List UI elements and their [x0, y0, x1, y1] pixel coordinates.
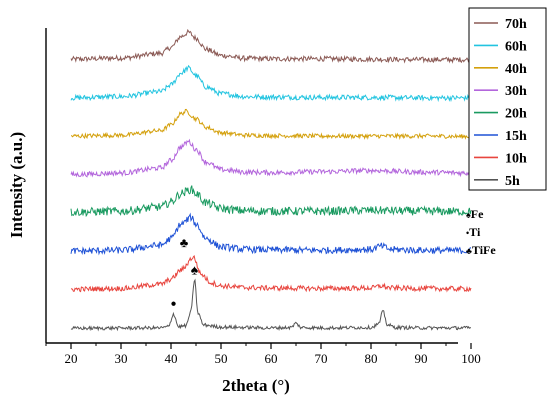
- legend-label-20h: 20h: [505, 107, 527, 122]
- series-layer: [70, 28, 472, 332]
- legend-label-30h: 30h: [505, 84, 527, 99]
- series-line-15h: [70, 212, 472, 256]
- legend-box: [468, 7, 547, 191]
- legend-label-70h: 70h: [505, 17, 527, 32]
- legend-label-5h: 5h: [505, 174, 520, 189]
- series-line-10h: [70, 254, 472, 293]
- series-line-40h: [71, 108, 472, 140]
- x-tick-label-70: 70: [315, 351, 328, 366]
- plot-frame: [45, 28, 458, 344]
- series-line-70h: [70, 28, 472, 64]
- x-tick-label-90: 90: [415, 351, 428, 366]
- peak-marker-tife: ♣: [180, 235, 189, 250]
- y-axis-label: Intensity (a.u.): [7, 132, 26, 238]
- legend-label-40h: 40h: [505, 62, 527, 77]
- x-tick-label-30: 30: [115, 351, 128, 366]
- phase-key-tife: ♣TiFe: [466, 243, 496, 257]
- x-tick-label-80: 80: [365, 351, 378, 366]
- x-tick-label-100: 100: [461, 351, 481, 366]
- x-tick-label-20: 20: [65, 351, 78, 366]
- peak-marker-ti: ●: [170, 299, 176, 310]
- series-line-20h: [70, 185, 472, 218]
- series-line-30h: [70, 138, 472, 178]
- x-tick-label-50: 50: [215, 351, 228, 366]
- peak-marker-fe: ♠: [191, 264, 199, 279]
- phase-key: ♠Fe •Ti ♣TiFe: [466, 207, 496, 257]
- annotation-layer: ● ♠♣: [170, 235, 198, 309]
- series-line-5h: [70, 278, 471, 332]
- x-axis-label: 2theta (°): [222, 376, 290, 395]
- x-axis-ticks: 20 30 40 50 60 70 80 90 100: [45, 343, 481, 366]
- legend-label-15h: 15h: [505, 129, 527, 144]
- series-line-60h: [70, 64, 472, 103]
- phase-key-ti: •Ti: [466, 225, 481, 239]
- x-tick-label-40: 40: [165, 351, 178, 366]
- legend: 70h 60h 40h 30h 20h 15h 10h 5h: [468, 7, 547, 191]
- x-tick-label-60: 60: [265, 351, 278, 366]
- legend-label-60h: 60h: [505, 39, 527, 54]
- legend-label-10h: 10h: [505, 151, 527, 166]
- phase-key-fe: ♠Fe: [466, 207, 484, 221]
